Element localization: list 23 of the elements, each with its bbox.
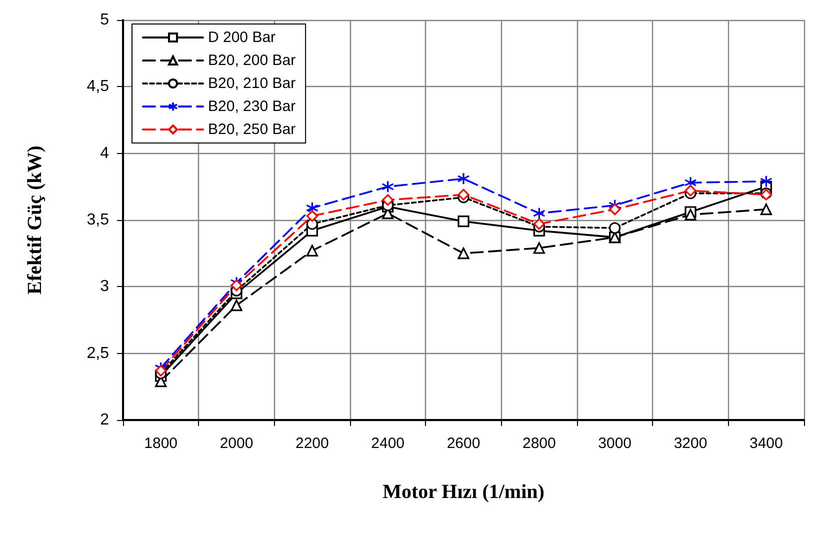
x-tick-label: 1800 xyxy=(144,435,178,452)
y-tick-label: 2 xyxy=(100,412,110,428)
y-axis-title: Efektif Güç (kW) xyxy=(24,146,46,294)
x-tick-label: 3000 xyxy=(598,435,632,452)
legend-label: B20, 210 Bar xyxy=(208,75,296,92)
x-tick-label: 3400 xyxy=(749,435,783,452)
legend-label: B20, 200 Bar xyxy=(208,52,296,69)
y-tick-label: 3,5 xyxy=(86,212,110,228)
y-tick-label: 4,5 xyxy=(86,78,110,96)
y-tick-label: 4 xyxy=(100,144,110,162)
x-tick-label: 3200 xyxy=(674,435,708,452)
x-tick-label: 2400 xyxy=(371,435,405,452)
y-tick-label: 5 xyxy=(100,12,110,28)
x-axis-title: Motor Hızı (1/min) xyxy=(382,481,544,503)
legend-label: D 200 Bar xyxy=(208,29,276,46)
y-tick-label: 3 xyxy=(100,278,110,296)
y-tick-label: 2,5 xyxy=(86,344,110,362)
x-tick-label: 2800 xyxy=(522,435,556,452)
x-tick-label: 2000 xyxy=(220,435,254,452)
legend-label: B20, 230 Bar xyxy=(208,98,296,115)
x-tick-label: 2600 xyxy=(446,435,480,452)
legend-label: B20, 250 Bar xyxy=(208,121,296,138)
x-tick-label: 2200 xyxy=(295,435,329,452)
